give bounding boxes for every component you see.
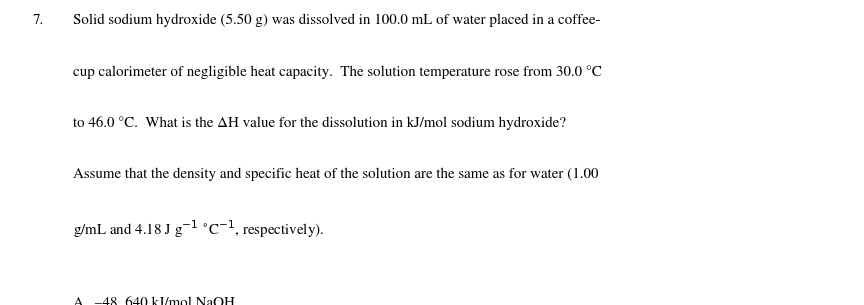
- Text: to 46.0 °C.  What is the ΔH value for the dissolution in kJ/mol sodium hydroxide: to 46.0 °C. What is the ΔH value for the…: [73, 116, 567, 130]
- Text: cup calorimeter of negligible heat capacity.  The solution temperature rose from: cup calorimeter of negligible heat capac…: [73, 65, 602, 79]
- Text: 7.: 7.: [33, 14, 44, 27]
- Text: A.  –48, 640 kJ/mol NaOH: A. –48, 640 kJ/mol NaOH: [73, 297, 235, 305]
- Text: Solid sodium hydroxide (5.50 g) was dissolved in 100.0 mL of water placed in a c: Solid sodium hydroxide (5.50 g) was diss…: [73, 14, 601, 27]
- Text: g/mL and 4.18 J g$^{-1}$ $^{\circ}$C$^{-1}$, respectively).: g/mL and 4.18 J g$^{-1}$ $^{\circ}$C$^{-…: [73, 219, 325, 240]
- Text: Assume that the density and specific heat of the solution are the same as for wa: Assume that the density and specific hea…: [73, 167, 599, 181]
